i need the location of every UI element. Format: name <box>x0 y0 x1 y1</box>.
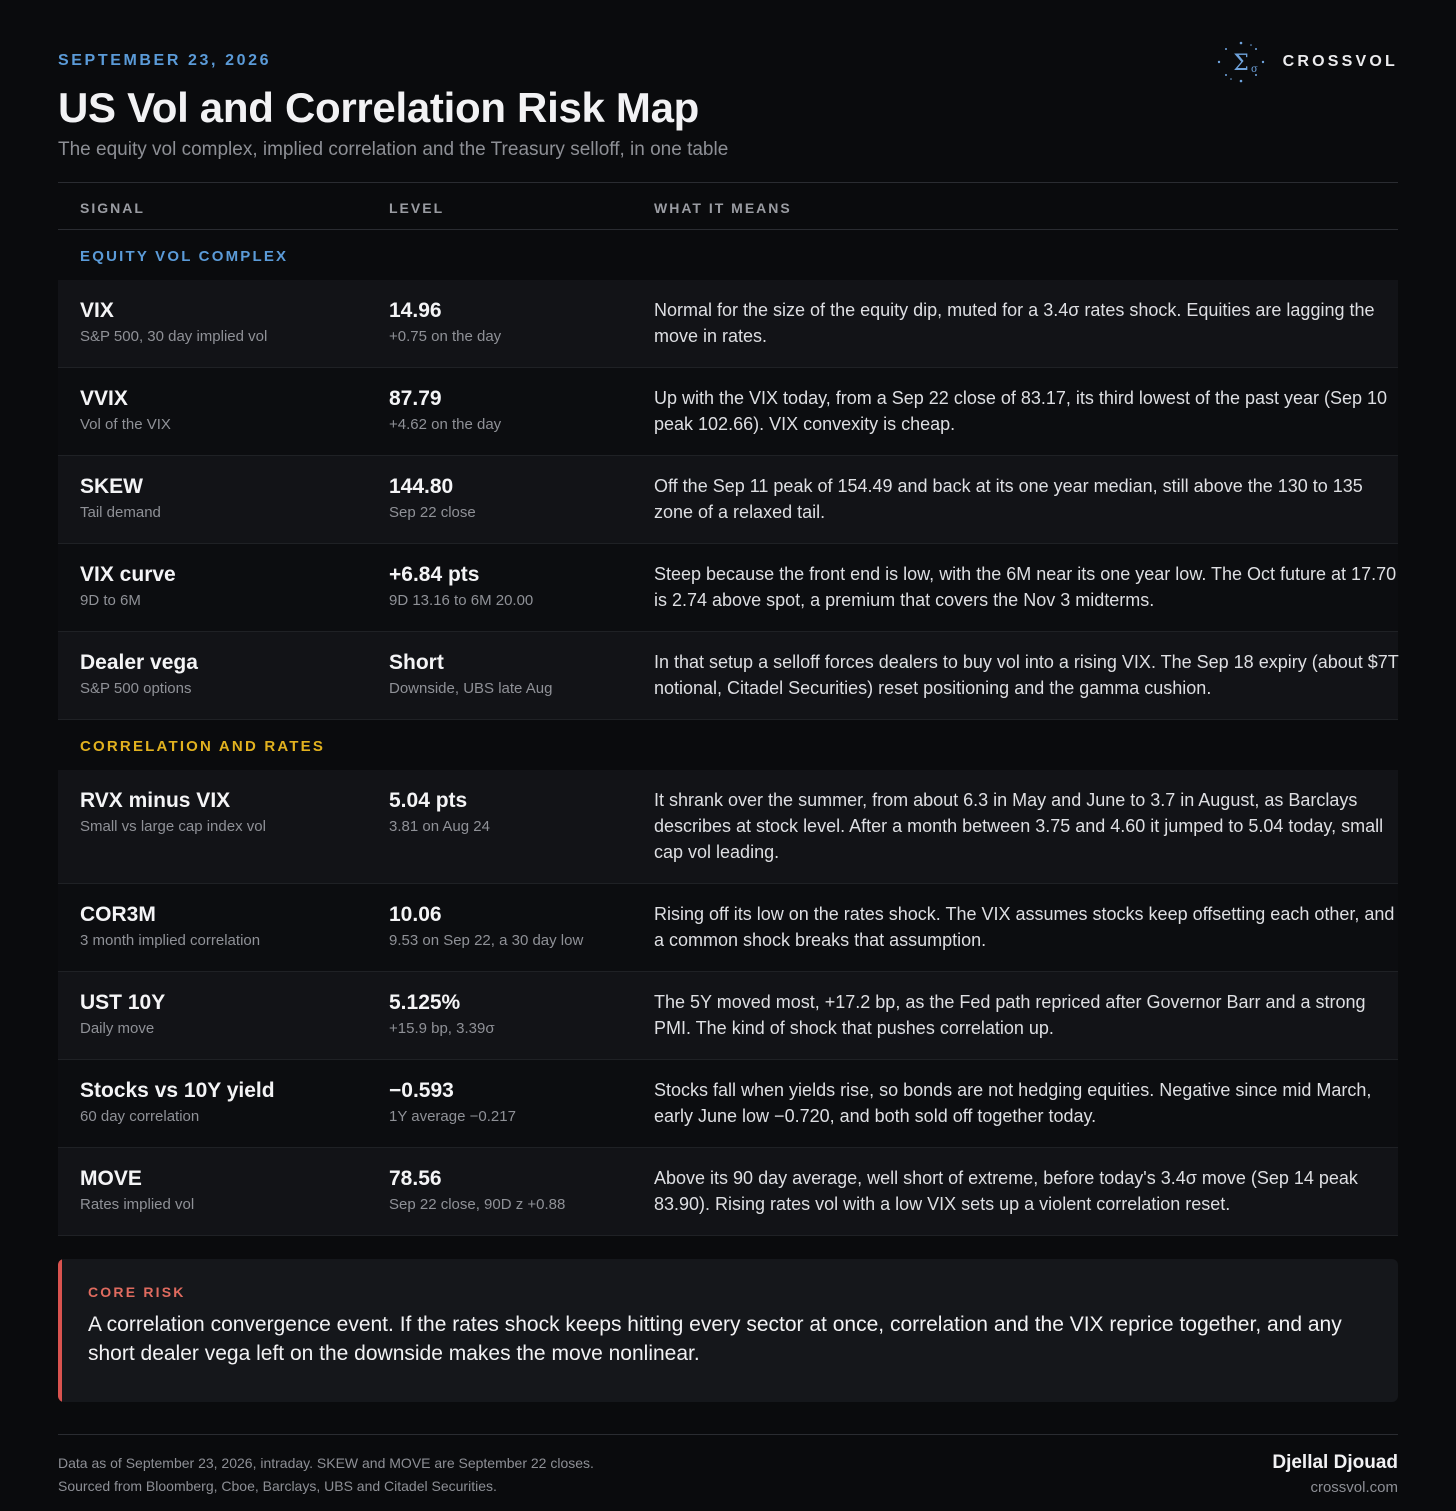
core-risk-label: CORE RISK <box>88 1284 186 1300</box>
level-value: 14.96 <box>389 299 442 322</box>
signal-name: SKEW <box>80 475 143 498</box>
signal-description: Small vs large cap index vol <box>80 818 266 835</box>
level-detail: 9D 13.16 to 6M 20.00 <box>389 592 534 609</box>
page-title: US Vol and Correlation Risk Map <box>58 84 700 131</box>
level-detail: Sep 22 close <box>389 504 476 521</box>
level-detail: Downside, UBS late Aug <box>389 680 553 697</box>
signal-description: 60 day correlation <box>80 1108 200 1125</box>
table-row: RVX minus VIX Small vs large cap index vo… <box>58 770 1398 884</box>
section-label: CORRELATION AND RATES <box>80 738 326 755</box>
footer-note-data: Data as of September 23, 2026, intraday.… <box>58 1455 594 1471</box>
level-detail: +4.62 on the day <box>389 416 502 433</box>
table-row: VVIX Vol of the VIX 87.79 +4.62 on the day U… <box>58 368 1398 456</box>
site-link[interactable]: crossvol.com <box>1310 1479 1398 1496</box>
level-value: 144.80 <box>389 475 454 498</box>
meaning-text: Off the Sep 11 peak of 154.49 and back a… <box>654 476 1363 522</box>
table-row: MOVE Rates implied vol 78.56 Sep 22 close, … <box>58 1148 1398 1236</box>
signal-name: MOVE <box>80 1167 142 1190</box>
meaning-text: Up with the VIX today, from a Sep 22 clo… <box>654 388 1388 434</box>
table-row: SKEW Tail demand 144.80 Sep 22 close Off the… <box>58 456 1398 544</box>
level-detail: Sep 22 close, 90D z +0.88 <box>389 1196 566 1213</box>
section-group: VIX S&P 500, 30 day implied vol 14.96 +0.75… <box>58 280 1398 720</box>
core-risk-accent-bar <box>58 1259 62 1402</box>
meaning-text: The 5Y moved most, +17.2 bp, as the Fed … <box>654 992 1366 1038</box>
brand[interactable]: Σ σ CROSSVOL <box>1215 40 1398 84</box>
column-header-meaning: WHAT IT MEANS <box>654 200 792 216</box>
footer-divider <box>58 1434 1398 1435</box>
level-value: Short <box>389 651 444 674</box>
signal-description: Daily move <box>80 1020 155 1037</box>
table-row: Dealer vega S&P 500 options Short Downside,… <box>58 632 1398 720</box>
meaning-text: Normal for the size of the equity dip, m… <box>654 300 1375 346</box>
signal-name: VIX curve <box>80 563 176 586</box>
signal-description: 3 month implied correlation <box>80 932 261 949</box>
section-group: RVX minus VIX Small vs large cap index vo… <box>58 770 1398 1236</box>
level-value: 78.56 <box>389 1167 442 1190</box>
table-body: EQUITY VOL COMPLEX VIX S&P 500, 30 day imp… <box>58 230 1398 1236</box>
table-row: VIX S&P 500, 30 day implied vol 14.96 +0.75… <box>58 280 1398 368</box>
core-risk-text: A correlation convergence event. If the … <box>88 1313 1342 1365</box>
section-label: EQUITY VOL COMPLEX <box>80 248 289 265</box>
footer-note-sources: Sourced from Bloomberg, Cboe, Barclays, … <box>58 1478 497 1494</box>
section-header: CORRELATION AND RATES <box>58 720 1398 770</box>
signal-name: UST 10Y <box>80 991 166 1014</box>
table-row: VIX curve 9D to 6M +6.84 pts 9D 13.16 to 6M… <box>58 544 1398 632</box>
signal-name: Dealer vega <box>80 651 198 674</box>
core-risk-box: CORE RISK A correlation convergence even… <box>58 1259 1398 1402</box>
page-subtitle: The equity vol complex, implied correlat… <box>58 139 729 160</box>
section-header: EQUITY VOL COMPLEX <box>58 230 1398 280</box>
svg-text:σ: σ <box>1251 64 1258 75</box>
signal-description: Tail demand <box>80 504 161 521</box>
level-value: −0.593 <box>389 1079 454 1102</box>
level-detail: 1Y average −0.217 <box>389 1108 516 1125</box>
level-detail: +0.75 on the day <box>389 328 502 345</box>
signal-name: VVIX <box>80 387 128 410</box>
signal-name: Stocks vs 10Y yield <box>80 1079 275 1102</box>
brand-name: CROSSVOL <box>1282 53 1398 70</box>
table-header: SIGNAL LEVEL WHAT IT MEANS <box>58 182 1398 230</box>
svg-text:Σ: Σ <box>1233 51 1249 76</box>
level-value: +6.84 pts <box>389 563 480 586</box>
table-row: UST 10Y Daily move 5.125% +15.9 bp, 3.39σ Th… <box>58 972 1398 1060</box>
signal-description: 9D to 6M <box>80 592 141 609</box>
level-detail: +15.9 bp, 3.39σ <box>389 1020 495 1037</box>
author-name: Djellal Djouad <box>1272 1452 1398 1473</box>
meaning-text: Stocks fall when yields rise, so bonds a… <box>654 1080 1372 1126</box>
risk-table: SIGNAL LEVEL WHAT IT MEANS EQUITY VOL CO… <box>58 182 1398 1236</box>
column-header-level: LEVEL <box>389 200 445 216</box>
signal-description: Vol of the VIX <box>80 416 171 433</box>
table-row: Stocks vs 10Y yield 60 day correlation −0.… <box>58 1060 1398 1148</box>
signal-name: RVX minus VIX <box>80 789 231 812</box>
signal-name: VIX <box>80 299 114 322</box>
meaning-text: Rising off its low on the rates shock. T… <box>654 904 1395 950</box>
meaning-text: It shrank over the summer, from about 6.… <box>654 790 1384 862</box>
meaning-text: Above its 90 day average, well short of … <box>654 1168 1358 1214</box>
level-value: 5.04 pts <box>389 789 468 812</box>
signal-name: COR3M <box>80 903 156 926</box>
column-header-signal: SIGNAL <box>80 200 145 216</box>
level-value: 87.79 <box>389 387 442 410</box>
level-detail: 9.53 on Sep 22, a 30 day low <box>389 932 584 949</box>
table-row: COR3M 3 month implied correlation 10.06 9.5… <box>58 884 1398 972</box>
signal-description: Rates implied vol <box>80 1196 195 1213</box>
meaning-text: In that setup a selloff forces dealers t… <box>654 652 1399 698</box>
level-detail: 3.81 on Aug 24 <box>389 818 490 835</box>
sigma-constellation-icon: Σ σ <box>1217 41 1264 83</box>
meaning-text: Steep because the front end is low, with… <box>654 564 1397 610</box>
signal-description: S&P 500, 30 day implied vol <box>80 328 268 345</box>
report-date: SEPTEMBER 23, 2026 <box>58 52 272 69</box>
signal-description: S&P 500 options <box>80 680 192 697</box>
level-value: 10.06 <box>389 903 442 926</box>
level-value: 5.125% <box>389 991 461 1014</box>
